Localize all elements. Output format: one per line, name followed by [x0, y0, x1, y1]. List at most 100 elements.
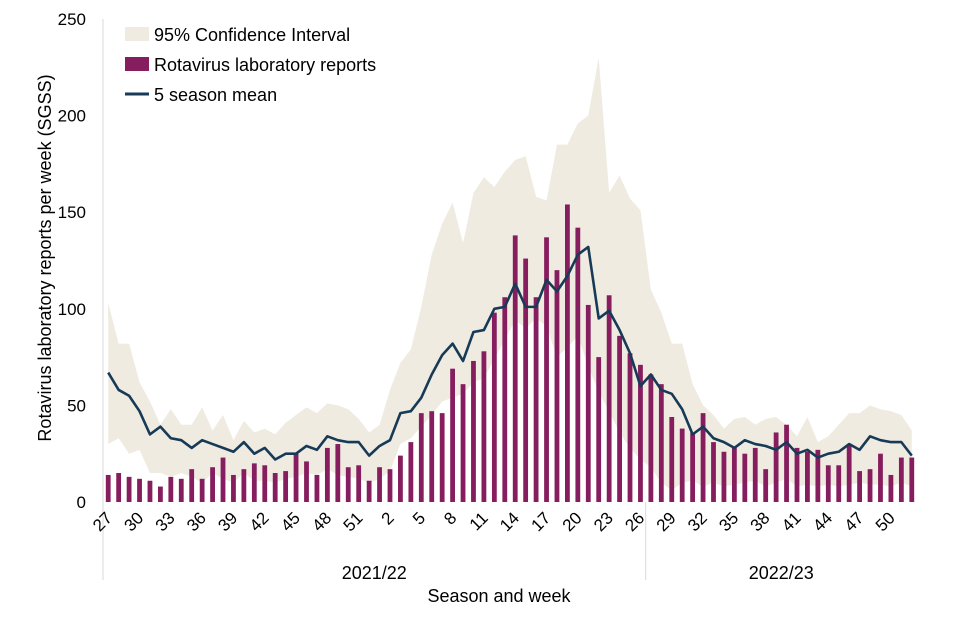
- legend-ci-swatch: [125, 27, 149, 41]
- legend-ci-label: 95% Confidence Interval: [154, 25, 350, 45]
- report-bar: [366, 480, 372, 502]
- report-bar: [836, 465, 842, 502]
- report-bar: [815, 449, 821, 502]
- report-bar: [763, 469, 769, 502]
- report-bar: [627, 353, 633, 502]
- report-bar: [700, 413, 706, 502]
- report-bar: [335, 444, 341, 502]
- x-tick-label: 42: [246, 508, 273, 535]
- report-bar: [909, 457, 915, 502]
- report-bar: [178, 478, 184, 502]
- x-tick-label: 17: [528, 508, 555, 535]
- report-bar: [648, 374, 654, 502]
- report-bar: [439, 413, 445, 502]
- report-bar: [878, 453, 883, 502]
- x-tick-label: 48: [308, 508, 335, 535]
- x-tick-label: 45: [277, 508, 304, 535]
- report-bar: [888, 474, 894, 502]
- report-bar: [147, 480, 153, 502]
- report-bar: [199, 478, 205, 502]
- report-bar: [158, 486, 163, 502]
- x-tick-label: 47: [841, 508, 868, 535]
- report-bar: [721, 451, 727, 502]
- report-bar: [377, 467, 382, 502]
- report-bar: [460, 384, 466, 502]
- report-bar: [638, 364, 643, 502]
- y-tick-labels: 0 50 100 150 200 250: [58, 10, 86, 512]
- report-bar: [304, 461, 309, 502]
- x-tick-label: 50: [872, 508, 899, 535]
- report-bar: [220, 457, 226, 502]
- x-tick-label: 23: [590, 508, 617, 535]
- report-bar: [669, 416, 675, 502]
- x-tick-label: 8: [440, 508, 460, 528]
- x-tick-label: 35: [715, 508, 742, 535]
- report-bar: [450, 368, 455, 502]
- y-tick-label: 150: [58, 203, 86, 222]
- report-bar: [846, 444, 852, 502]
- report-bar: [231, 474, 236, 502]
- season-label-2022-23: 2022/23: [749, 563, 814, 583]
- report-bar: [857, 471, 862, 502]
- x-tick-label: 30: [121, 508, 148, 535]
- x-tick-label: 51: [340, 508, 367, 535]
- report-bar: [898, 457, 904, 502]
- season-label-2021-22: 2021/22: [342, 563, 407, 583]
- legend-bars-swatch: [125, 57, 149, 71]
- report-bar: [398, 455, 403, 502]
- x-tick-label: 29: [653, 508, 680, 535]
- x-tick-label: 39: [214, 508, 241, 535]
- legend-bars-label: Rotavirus laboratory reports: [154, 55, 376, 75]
- report-bar: [805, 451, 810, 502]
- report-bar: [251, 463, 257, 502]
- y-tick-label: 200: [58, 107, 86, 126]
- x-tick-label: 38: [747, 508, 774, 535]
- report-bar: [784, 424, 789, 502]
- y-tick-label: 0: [77, 493, 86, 512]
- confidence-interval-band: [108, 57, 912, 491]
- report-bar: [575, 227, 581, 502]
- confidence-interval-layer: [108, 57, 912, 491]
- report-bar: [794, 447, 800, 502]
- report-bar: [137, 478, 142, 502]
- report-bar: [658, 384, 664, 502]
- report-bar: [731, 447, 737, 502]
- report-bar: [471, 360, 476, 502]
- report-bar: [356, 465, 362, 502]
- report-bar: [408, 442, 414, 502]
- report-bar: [345, 467, 351, 502]
- x-tick-label: 32: [684, 508, 711, 535]
- legend: 95% Confidence Interval Rotavirus labora…: [125, 25, 376, 105]
- report-bar: [293, 453, 299, 502]
- report-bar: [272, 473, 278, 502]
- report-bar: [606, 295, 612, 502]
- x-tick-label: 2: [378, 508, 398, 528]
- report-bar: [679, 428, 685, 502]
- report-bar: [314, 474, 320, 502]
- y-axis-title: Rotavirus laboratory reports per week (S…: [35, 74, 55, 441]
- report-bar: [585, 304, 591, 502]
- mean-line: [107, 245, 913, 461]
- x-tick-label: 41: [778, 508, 805, 535]
- report-bar: [825, 465, 831, 502]
- report-bar: [116, 473, 122, 502]
- report-bar: [690, 432, 696, 502]
- mean-line-layer: [107, 245, 913, 461]
- report-bar: [429, 411, 435, 502]
- report-bar: [773, 432, 779, 502]
- report-bar: [544, 237, 549, 502]
- report-bar: [752, 447, 758, 502]
- x-tick-label: 33: [152, 508, 179, 535]
- axes-layer: [102, 19, 647, 580]
- x-tick-label: 5: [409, 508, 429, 528]
- x-tick-label: 14: [496, 508, 523, 535]
- report-bar: [596, 357, 602, 502]
- x-tick-label: 20: [559, 508, 586, 535]
- report-bar: [533, 297, 539, 502]
- report-bar: [617, 335, 622, 502]
- report-bar: [189, 469, 195, 502]
- x-tick-label: 36: [183, 508, 210, 535]
- report-bar: [523, 258, 529, 502]
- report-bar: [126, 476, 132, 502]
